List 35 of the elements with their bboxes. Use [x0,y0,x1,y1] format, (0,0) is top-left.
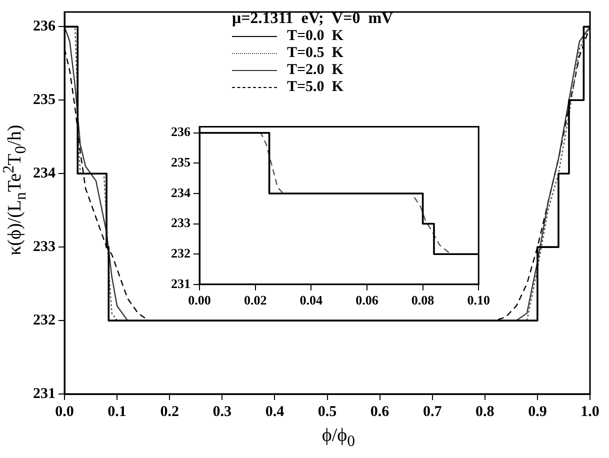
y-tick-label: 234 [33,165,56,182]
x-tick-label: 0.1 [108,404,126,420]
x-tick-label: 0.10 [467,292,490,308]
legend-title: μ=2.1311 eV; V=0 mV [232,10,394,27]
x-tick-label: 0.6 [370,404,390,420]
legend-label: T=0.5 K [287,45,344,62]
x-tick-label: 0.7 [422,404,442,420]
x-tick-label: 0.06 [356,292,379,308]
x-tick-label: 0.9 [528,404,547,420]
x-tick-label: 0.4 [265,404,285,420]
x-tick-label: 0.0 [55,404,74,420]
y-tick-label: 231 [171,276,190,291]
y-tick-label: 231 [33,386,56,402]
x-tick-label: 0.04 [300,292,324,308]
x-tick-label: 0.2 [160,404,179,420]
y-tick-label: 236 [33,18,56,35]
y-tick-label: 233 [171,215,191,230]
y-tick-label: 233 [33,238,56,255]
x-tick-label: 0.02 [244,292,267,308]
x-tick-label: 1.0 [580,404,600,420]
y-tick-label: 235 [171,154,191,170]
y-tick-label: 236 [171,124,191,140]
x-tick-label: 0.3 [212,404,232,420]
x-tick-label: 0.08 [411,292,435,308]
y-tick-label: 232 [171,245,190,260]
x-tick-label: 0.5 [318,404,337,420]
y-tick-label: 235 [33,92,56,108]
y-tick-label: 232 [33,312,56,328]
legend-label: T=2.0 K [287,62,344,79]
legend-label: T=5.0 K [287,79,344,96]
legend-label: T=0.0 K [287,28,344,45]
y-tick-label: 234 [171,184,191,200]
x-tick-label: 0.00 [188,292,211,308]
x-axis-title: ϕ/ϕ$_{0}$ [320,425,356,451]
x-tick-label: 0.8 [476,404,494,420]
